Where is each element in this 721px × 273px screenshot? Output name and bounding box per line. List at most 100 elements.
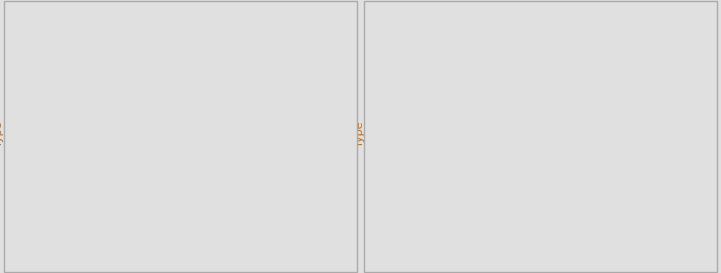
Point xyxy=(534,121,546,125)
Point xyxy=(544,192,556,197)
Point xyxy=(192,147,203,152)
Point xyxy=(500,101,511,105)
Point xyxy=(191,126,203,130)
Point xyxy=(518,64,530,69)
Point xyxy=(120,109,132,114)
Point xyxy=(234,64,246,69)
Point xyxy=(149,143,161,147)
Point xyxy=(513,67,525,72)
Point xyxy=(162,134,173,138)
Point xyxy=(159,192,170,197)
Point xyxy=(208,93,219,97)
Point xyxy=(138,109,149,114)
Point xyxy=(526,176,538,180)
Point xyxy=(621,159,632,164)
Point xyxy=(90,93,102,97)
Point xyxy=(86,93,97,97)
Point xyxy=(99,109,110,114)
Text: Small: Small xyxy=(307,165,337,176)
Point xyxy=(226,126,237,130)
Point xyxy=(526,59,537,63)
Point xyxy=(495,112,506,117)
Point xyxy=(61,76,73,80)
Point xyxy=(178,151,190,155)
Point xyxy=(535,179,547,183)
Point xyxy=(163,176,174,180)
Point xyxy=(570,176,582,180)
Point xyxy=(125,137,136,142)
Point xyxy=(469,137,480,142)
Point xyxy=(118,192,130,197)
Point xyxy=(149,137,160,142)
Point xyxy=(527,192,539,197)
Text: Large: Large xyxy=(307,65,337,75)
Point xyxy=(507,146,518,150)
Point xyxy=(129,147,141,152)
Point xyxy=(100,112,112,117)
Point xyxy=(522,192,534,197)
Point xyxy=(155,143,167,147)
Point xyxy=(92,97,104,102)
Point xyxy=(96,104,107,108)
Point xyxy=(199,109,211,114)
Point xyxy=(130,151,141,155)
Point xyxy=(72,81,84,85)
Text: Small: Small xyxy=(668,165,697,176)
Point xyxy=(464,134,476,138)
Y-axis label: Type: Type xyxy=(355,121,365,147)
Point xyxy=(499,93,510,97)
Point xyxy=(552,101,563,105)
Point xyxy=(490,104,502,108)
Point xyxy=(530,126,541,130)
Point xyxy=(143,117,154,122)
Point xyxy=(138,117,150,122)
Point xyxy=(482,84,493,88)
Point xyxy=(150,192,162,197)
Point xyxy=(569,109,580,114)
Point xyxy=(209,126,221,130)
Point xyxy=(614,167,625,172)
Point xyxy=(503,101,515,105)
Point xyxy=(523,134,535,138)
Point xyxy=(156,109,167,114)
Point xyxy=(486,93,497,97)
Point xyxy=(151,201,162,205)
Point xyxy=(451,93,463,97)
Point xyxy=(521,143,532,147)
Point xyxy=(200,147,212,152)
X-axis label: Weight: Weight xyxy=(150,245,189,255)
Point xyxy=(447,81,459,85)
Text: Sporty: Sporty xyxy=(307,197,342,207)
Text: Logistic Fit of Type By Weight: Logistic Fit of Type By Weight xyxy=(23,14,221,27)
Point xyxy=(518,143,529,147)
Point xyxy=(456,109,468,114)
Point xyxy=(461,123,472,127)
Point xyxy=(514,101,526,105)
Point xyxy=(438,79,450,84)
Point xyxy=(656,51,668,55)
Point xyxy=(120,114,132,118)
X-axis label: Weight: Weight xyxy=(510,245,549,255)
Point xyxy=(479,184,490,188)
Point xyxy=(296,51,307,55)
Point xyxy=(158,159,169,164)
Point xyxy=(469,154,481,159)
Point xyxy=(612,76,624,80)
Point xyxy=(482,89,494,93)
Point xyxy=(218,154,230,159)
Point xyxy=(510,104,521,108)
Point xyxy=(133,154,145,159)
Text: Compact: Compact xyxy=(307,131,354,141)
Point xyxy=(544,176,555,180)
Point xyxy=(511,137,523,142)
Point xyxy=(170,176,182,180)
Point xyxy=(118,196,130,200)
Point xyxy=(183,176,195,180)
Point xyxy=(151,109,163,114)
Point xyxy=(578,109,589,114)
Point xyxy=(487,97,498,102)
Point xyxy=(131,176,142,180)
Point xyxy=(552,126,564,130)
Point xyxy=(420,137,432,142)
Point xyxy=(164,134,175,138)
